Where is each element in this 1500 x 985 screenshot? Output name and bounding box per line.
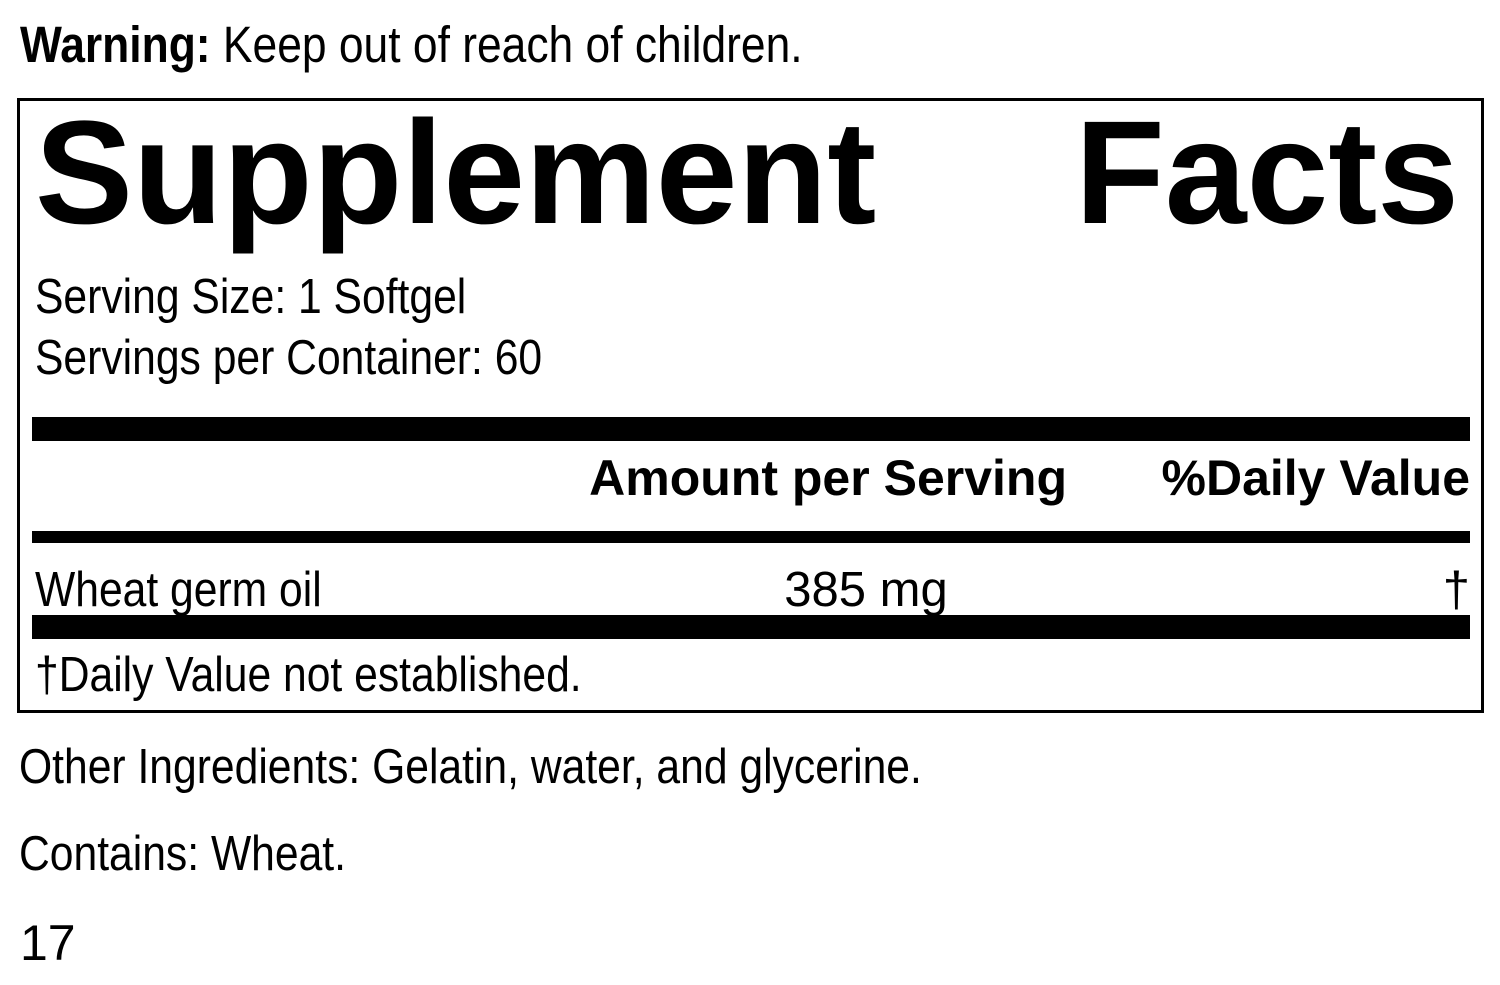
page-number: 17 (20, 915, 76, 971)
warning-text: Keep out of reach of children. (222, 16, 803, 73)
thick-rule-bottom (32, 615, 1470, 639)
warning-label: Warning: (20, 16, 211, 73)
panel-title: Supplement Facts (35, 100, 1459, 247)
other-ingredients-line: Other Ingredients: Gelatin, water, and g… (19, 740, 922, 794)
daily-value-header: %Daily Value (1161, 450, 1471, 506)
ingredient-daily-value: † (1442, 563, 1470, 617)
medium-rule (32, 531, 1470, 543)
contains-line: Contains: Wheat. (19, 827, 346, 881)
panel-border (17, 98, 1484, 713)
serving-size-line: Serving Size: 1 Softgel (35, 270, 467, 324)
warning-line: Warning: Keep out of reach of children. (20, 19, 803, 70)
footnote-line: †Daily Value not established. (35, 648, 582, 702)
amount-per-serving-header: Amount per Serving (589, 450, 1067, 506)
title-word-facts: Facts (1074, 91, 1459, 255)
thick-rule-top (32, 417, 1470, 441)
ingredient-amount: 385 mg (784, 563, 948, 617)
ingredient-name: Wheat germ oil (35, 563, 322, 617)
servings-per-container-line: Servings per Container: 60 (35, 331, 543, 385)
title-word-supplement: Supplement (35, 91, 877, 255)
